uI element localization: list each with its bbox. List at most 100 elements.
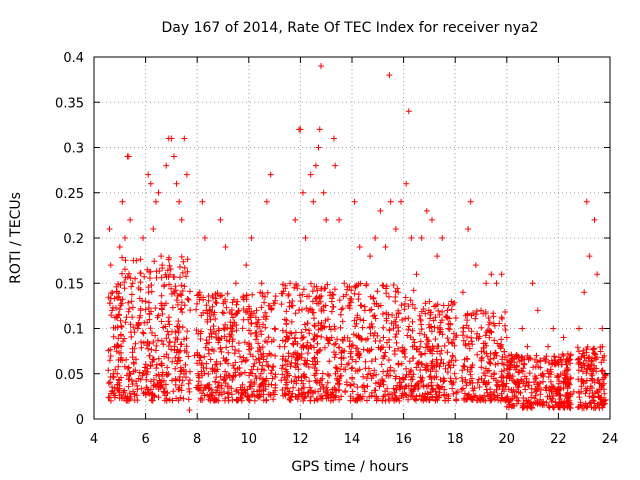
data-point	[263, 198, 270, 205]
data-point	[125, 153, 132, 160]
data-point	[129, 280, 136, 287]
data-point	[581, 289, 588, 296]
data-point	[560, 334, 567, 341]
y-tick-label: 0.05	[55, 368, 84, 383]
x-tick-label: 24	[602, 432, 619, 447]
data-point	[276, 343, 283, 350]
data-point	[253, 307, 260, 314]
y-tick-label: 0.3	[63, 142, 84, 157]
data-point	[212, 361, 219, 368]
y-tick-label: 0.2	[63, 232, 84, 247]
data-point	[127, 216, 134, 223]
data-point	[493, 280, 500, 287]
data-point	[434, 253, 441, 260]
dense-point-cloud	[105, 253, 609, 412]
x-tick-label: 8	[193, 432, 201, 447]
chart-title: Day 167 of 2014, Rate Of TEC Index for r…	[161, 20, 538, 36]
data-point	[323, 216, 330, 223]
data-point	[459, 289, 466, 296]
x-tick-label: 20	[499, 432, 516, 447]
data-point	[514, 352, 521, 359]
data-point	[418, 235, 425, 241]
data-point	[465, 225, 472, 232]
data-point	[382, 244, 389, 251]
data-point	[423, 207, 430, 214]
data-point	[196, 289, 203, 296]
data-point	[310, 198, 317, 205]
data-point	[207, 307, 214, 314]
data-point	[320, 189, 327, 196]
y-tick-label: 0.15	[55, 277, 84, 292]
data-point	[316, 126, 323, 133]
x-axis-label: GPS time / hours	[291, 459, 408, 475]
grid-lines	[94, 57, 610, 419]
data-point	[356, 244, 363, 251]
data-point	[392, 225, 399, 232]
data-point	[594, 271, 601, 278]
data-point	[330, 135, 337, 142]
y-tick-label: 0.1	[63, 323, 84, 338]
data-point	[107, 262, 114, 269]
data-point	[586, 253, 593, 260]
data-point	[377, 207, 384, 214]
y-tick-label: 0.25	[55, 187, 84, 202]
y-axis-label: ROTI / TECUs	[8, 192, 24, 284]
data-points	[106, 63, 608, 413]
data-point	[168, 135, 175, 142]
data-point	[271, 325, 278, 332]
data-point	[346, 343, 353, 350]
data-point	[116, 244, 123, 251]
x-tick-label: 16	[395, 432, 412, 447]
data-point	[398, 198, 405, 205]
data-point	[583, 198, 590, 205]
data-point	[140, 235, 147, 241]
data-point	[444, 307, 451, 314]
data-point	[439, 235, 446, 241]
data-point	[134, 325, 141, 332]
x-tick-label: 22	[550, 432, 567, 447]
x-tick-labels: 4 6 8 10 12 14 16 18 20 22 24	[90, 432, 618, 447]
data-point	[106, 225, 113, 232]
y-tick-label: 0.35	[55, 96, 84, 111]
data-point	[199, 198, 206, 205]
data-point	[367, 253, 374, 260]
data-point	[163, 162, 170, 169]
data-point	[545, 343, 552, 350]
data-point	[170, 153, 177, 160]
data-point	[217, 216, 224, 223]
data-point	[238, 370, 245, 377]
data-point	[467, 198, 474, 205]
data-point	[403, 180, 410, 187]
data-point	[332, 162, 339, 169]
data-point	[191, 352, 198, 359]
data-point	[227, 325, 234, 332]
data-point	[386, 72, 393, 79]
y-tick-label: 0	[76, 413, 84, 428]
data-point	[539, 370, 546, 377]
x-tick-label: 4	[90, 432, 98, 447]
data-point	[413, 271, 420, 278]
data-point	[315, 144, 322, 151]
y-tick-labels: 0 0.05 0.1 0.15 0.2 0.25 0.3 0.35 0.4	[55, 51, 84, 428]
data-point	[243, 262, 250, 269]
data-point	[281, 316, 288, 323]
data-point	[176, 198, 183, 205]
data-point	[119, 198, 126, 205]
data-point	[183, 171, 190, 178]
data-point	[351, 198, 358, 205]
data-point	[299, 189, 306, 196]
data-point	[408, 235, 415, 241]
data-point	[454, 388, 461, 395]
data-point	[178, 216, 185, 223]
data-point	[173, 180, 180, 187]
data-point	[114, 370, 121, 377]
data-point	[181, 135, 188, 142]
data-point	[498, 271, 505, 278]
data-point	[307, 171, 314, 178]
data-point	[111, 343, 118, 350]
data-point	[519, 325, 526, 332]
data-point	[201, 235, 208, 241]
data-point	[267, 171, 274, 178]
data-point	[387, 198, 394, 205]
